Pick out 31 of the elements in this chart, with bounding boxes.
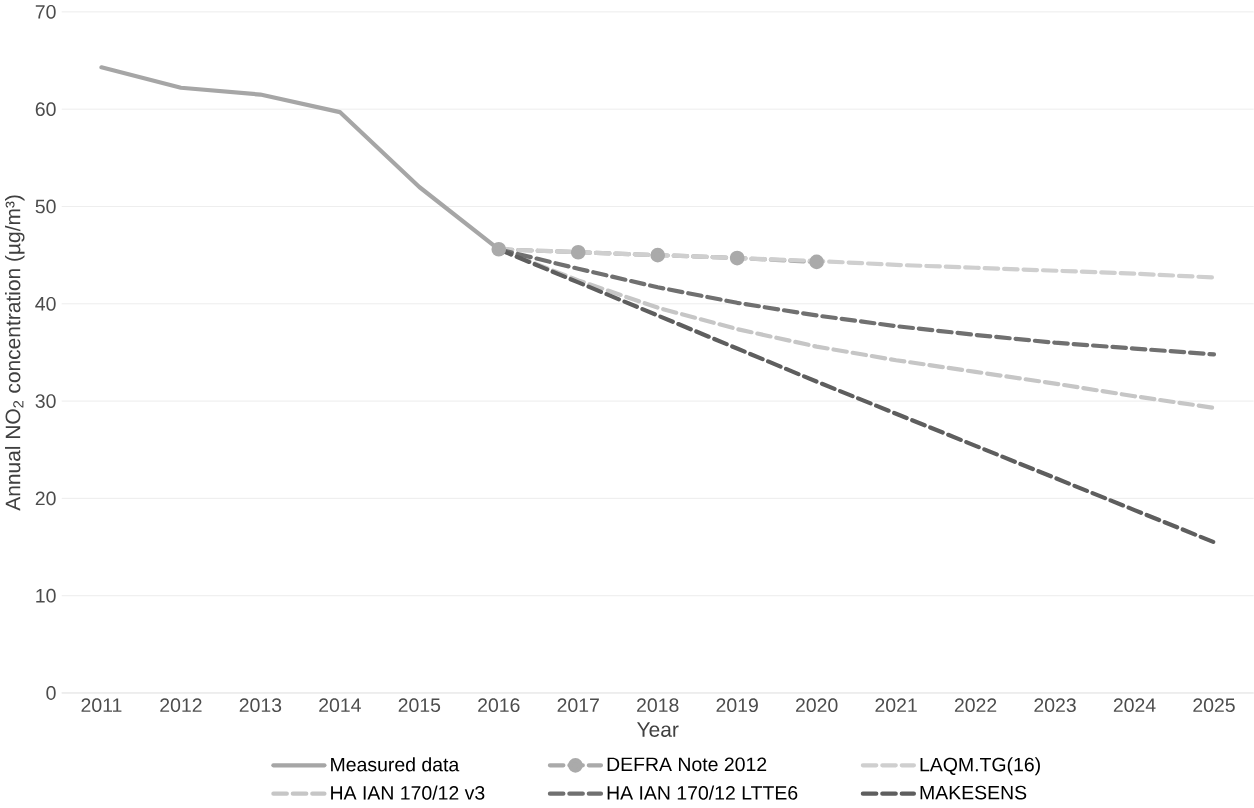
x-tick-label: 2011 bbox=[81, 698, 122, 713]
x-axis-title: Year bbox=[637, 722, 679, 738]
legend-label: HA IAN 170/12 v3 bbox=[331, 785, 485, 800]
y-tick-label: 40 bbox=[35, 296, 56, 311]
legend-label: Measured data bbox=[331, 757, 460, 772]
x-tick-label: 2021 bbox=[875, 698, 917, 713]
legend-label: HA IAN 170/12 LTTE6 bbox=[607, 785, 798, 800]
y-tick-label: 0 bbox=[46, 686, 56, 700]
x-tick-label: 2015 bbox=[398, 698, 441, 713]
y-tick-label: 30 bbox=[35, 394, 56, 409]
y-tick-label: 50 bbox=[35, 199, 56, 214]
x-tick-label: 2022 bbox=[954, 698, 997, 713]
y-axis-title: Annual NO$_{2}$ concentration (µg/m³) bbox=[4, 195, 25, 511]
y-tick-label: 20 bbox=[35, 491, 56, 506]
legend-label: LAQM.TG(16) bbox=[920, 757, 1040, 776]
x-tick-label: 2013 bbox=[239, 698, 282, 713]
x-tick-label: 2014 bbox=[319, 698, 361, 713]
x-tick-label: 2016 bbox=[478, 698, 520, 713]
x-tick-label: 2020 bbox=[795, 698, 838, 713]
x-tick-label: 2023 bbox=[1034, 698, 1076, 713]
legend-label: MAKESENS bbox=[920, 785, 1027, 800]
x-tick-label: 2025 bbox=[1193, 698, 1235, 713]
x-tick-label: 2017 bbox=[557, 698, 599, 713]
y-tick-label: 60 bbox=[35, 102, 56, 117]
y-tick-label: 10 bbox=[36, 588, 56, 603]
legend-label: DEFRA Note 2012 bbox=[607, 757, 767, 772]
x-tick-label: 2012 bbox=[160, 698, 202, 713]
x-tick-label: 2024 bbox=[1113, 698, 1156, 713]
y-tick-label: 70 bbox=[35, 5, 56, 19]
x-tick-label: 2018 bbox=[637, 698, 679, 713]
x-tick-label: 2019 bbox=[716, 698, 758, 713]
